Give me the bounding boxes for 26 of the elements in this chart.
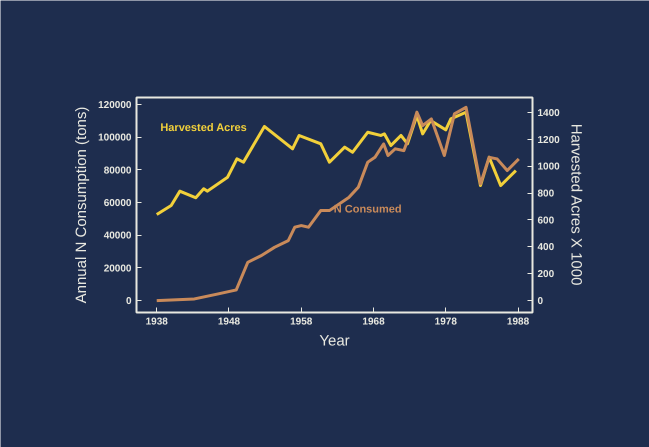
- y-tick-label: 20000: [104, 263, 132, 274]
- y2-tick-label: 800: [538, 188, 555, 200]
- y2-tick-label: 0: [538, 296, 544, 307]
- x-tick-label: 1948: [218, 316, 241, 328]
- x-tick-label: 1938: [146, 316, 168, 328]
- y-tick-label: 120000: [98, 100, 132, 112]
- y2-tick-label: 400: [538, 242, 555, 254]
- y2-tick-label: 1000: [538, 162, 560, 173]
- y-tick-label: 40000: [104, 230, 132, 242]
- y2-axis-title: Harvested Acres X 1000: [568, 124, 585, 286]
- y-tick-label: 80000: [104, 165, 132, 176]
- y-axis-title: Annual N Consumption (tons): [73, 106, 90, 304]
- x-tick-label: 1958: [290, 316, 313, 328]
- x-tick-label: 1978: [434, 316, 458, 328]
- y2-tick-label: 200: [538, 269, 555, 280]
- y2-tick-label: 600: [538, 215, 555, 226]
- x-axis-title: Year: [319, 332, 350, 350]
- y2-tick-label: 1200: [538, 134, 560, 146]
- y-tick-label: 100000: [98, 132, 132, 144]
- series-label: Harvested Acres: [160, 122, 247, 134]
- y2-tick-label: 1400: [538, 108, 560, 120]
- y-tick-label: 60000: [104, 198, 132, 210]
- x-tick-label: 1968: [362, 316, 386, 328]
- x-tick-label: 1988: [506, 316, 530, 328]
- y-tick-label: 0: [126, 296, 132, 308]
- line-series: [155, 106, 520, 302]
